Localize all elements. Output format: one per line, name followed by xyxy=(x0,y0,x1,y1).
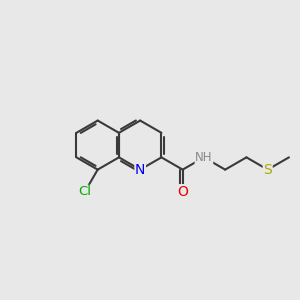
Text: S: S xyxy=(263,163,272,177)
Text: Cl: Cl xyxy=(78,185,91,198)
Text: O: O xyxy=(177,185,188,199)
Text: N: N xyxy=(135,163,146,177)
Text: NH: NH xyxy=(195,151,213,164)
